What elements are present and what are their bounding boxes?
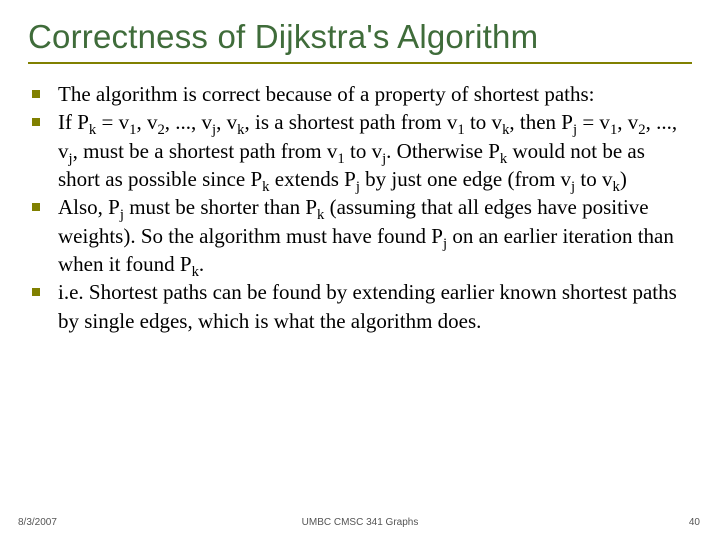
square-bullet-icon [32, 288, 40, 296]
slide-container: Correctness of Dijkstra's Algorithm The … [0, 0, 720, 540]
bullet-text: Also, Pj must be shorter than Pk (assumi… [58, 193, 690, 278]
content-area: The algorithm is correct because of a pr… [28, 80, 692, 335]
footer-page-number: 40 [689, 517, 700, 528]
list-item: i.e. Shortest paths can be found by exte… [30, 278, 690, 335]
bullet-text: i.e. Shortest paths can be found by exte… [58, 278, 690, 335]
bullet-text: The algorithm is correct because of a pr… [58, 80, 690, 108]
footer-date: 8/3/2007 [18, 517, 57, 528]
square-bullet-icon [32, 90, 40, 98]
bullet-text: If Pk = v1, v2, ..., vj, vk, is a shorte… [58, 108, 690, 193]
square-bullet-icon [32, 118, 40, 126]
list-item: The algorithm is correct because of a pr… [30, 80, 690, 108]
title-underline [28, 62, 692, 64]
footer-center: UMBC CMSC 341 Graphs [302, 517, 419, 528]
square-bullet-icon [32, 203, 40, 211]
list-item: If Pk = v1, v2, ..., vj, vk, is a shorte… [30, 108, 690, 193]
slide-title: Correctness of Dijkstra's Algorithm [28, 18, 692, 56]
list-item: Also, Pj must be shorter than Pk (assumi… [30, 193, 690, 278]
